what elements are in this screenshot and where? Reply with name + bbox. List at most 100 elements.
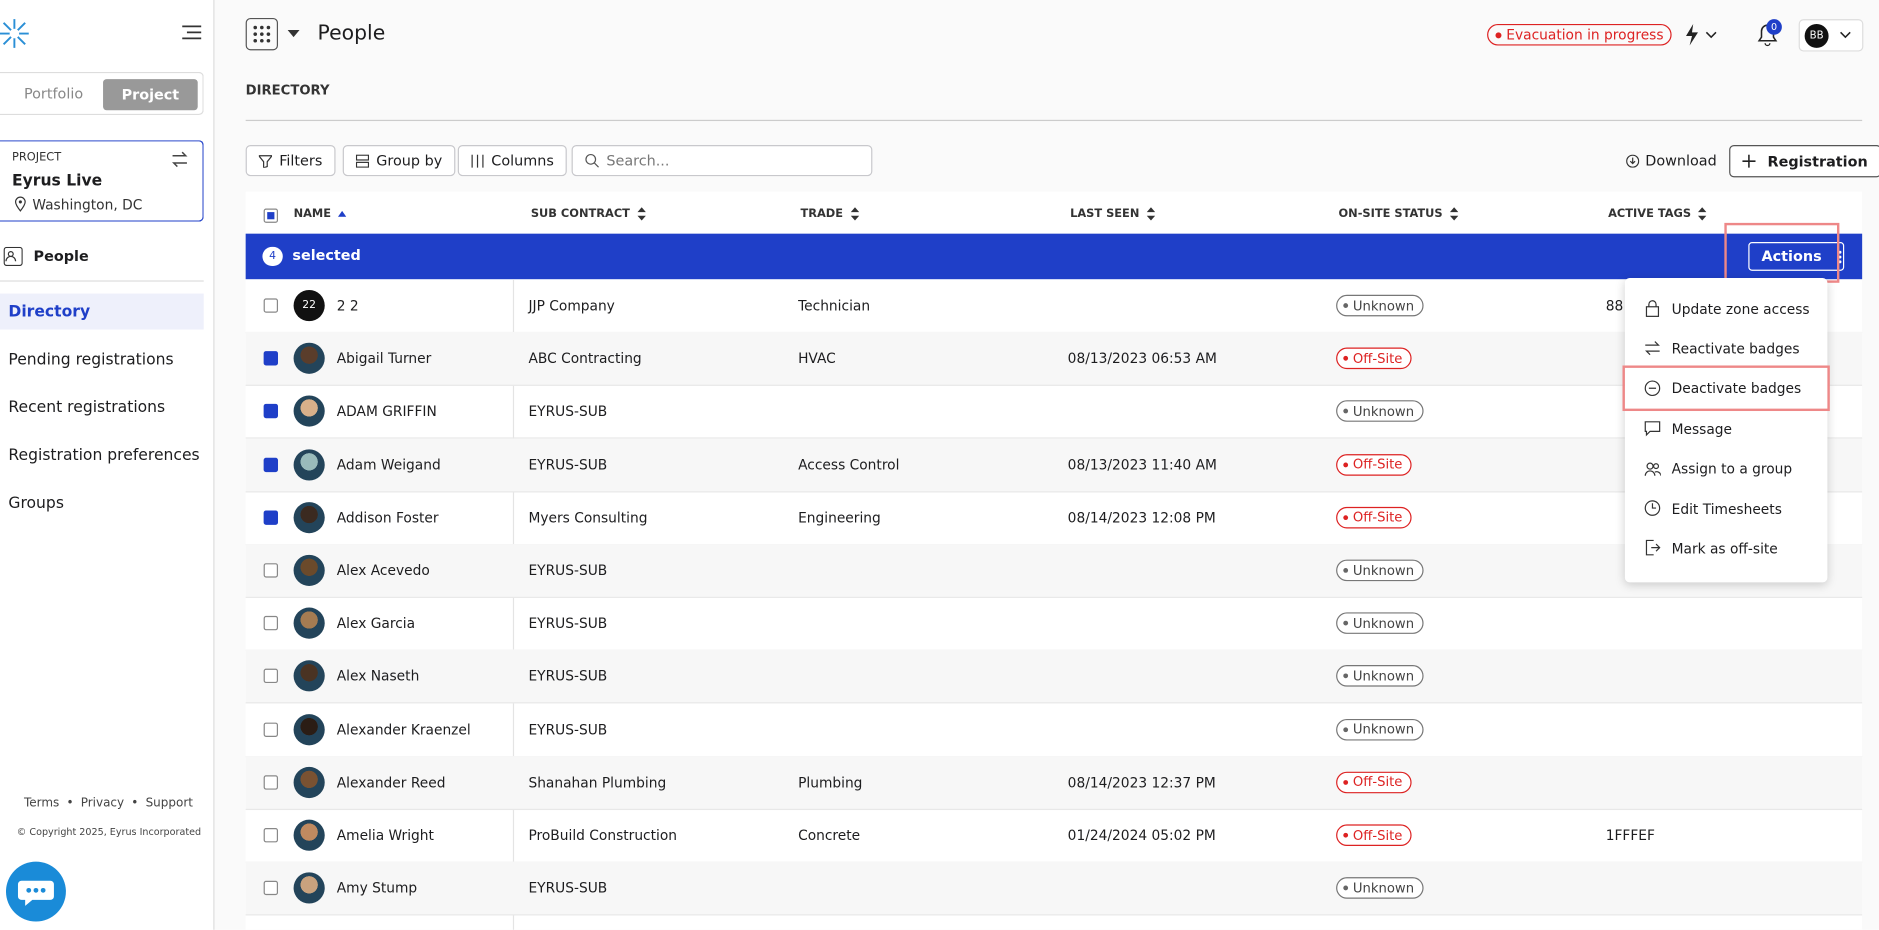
table: NAME SUB CONTRACT TRADE LAST SEEN ON-SITE ST… (245, 191, 1863, 930)
checkbox[interactable] (263, 298, 279, 313)
column-header[interactable]: LAST SEEN (1070, 207, 1155, 221)
person-name[interactable]: ADAM GRIFFIN (336, 403, 437, 420)
toggle-option[interactable]: Project (103, 79, 198, 111)
person-name[interactable]: Alex Acevedo (336, 562, 430, 579)
nav-item[interactable]: Registration preferences (8, 446, 200, 465)
row[interactable] (245, 649, 1863, 704)
highlight-box (1724, 222, 1840, 283)
nav-item[interactable]: Groups (8, 494, 64, 513)
quick-actions[interactable] (1682, 23, 1725, 47)
highlight-box (1622, 365, 1830, 411)
checkbox[interactable] (263, 880, 279, 896)
chat-button[interactable] (5, 861, 66, 922)
button-label: Columns (491, 152, 554, 169)
column-label: LAST SEEN (1070, 207, 1140, 221)
row[interactable] (245, 491, 1863, 545)
menu-item[interactable]: Reactivate badges (1625, 329, 1826, 369)
checkbox[interactable] (263, 457, 279, 472)
menu-item[interactable]: Mark as off-site (1625, 529, 1826, 569)
actions-button[interactable]: Actions (1748, 242, 1845, 271)
row[interactable] (245, 755, 1863, 810)
status-pill: Unknown (1336, 294, 1424, 317)
search-input[interactable]: Search... (571, 144, 873, 177)
person-name[interactable]: Alex Garcia (336, 614, 416, 632)
download-button[interactable]: Download (1626, 152, 1717, 169)
footer-link[interactable]: Terms (23, 796, 60, 811)
column-header[interactable]: TRADE (800, 207, 859, 221)
status-text: Off-Site (1352, 456, 1403, 473)
person-name[interactable]: Alexander Kraenzel (336, 720, 471, 738)
column-header[interactable]: NAME (294, 207, 347, 220)
group-by-button[interactable]: Group by (342, 144, 456, 177)
checkbox[interactable] (263, 669, 279, 684)
row[interactable] (245, 703, 1863, 757)
checkbox[interactable] (263, 828, 279, 843)
footer-link[interactable]: Support (145, 796, 193, 811)
menu-label: Deactivate badges (1671, 380, 1802, 397)
divider (245, 119, 1863, 122)
row[interactable] (245, 385, 1863, 440)
person-name[interactable]: Adam Weigand (336, 456, 441, 473)
column-header[interactable]: ON-SITE STATUS (1339, 207, 1459, 221)
page-title: People (317, 21, 386, 46)
menu-item[interactable]: Assign to a group (1625, 449, 1826, 489)
section-title: People (33, 248, 89, 265)
checkbox[interactable] (263, 404, 279, 419)
alert-badge[interactable]: Evacuation in progress (1487, 23, 1672, 46)
apps-button[interactable] (245, 17, 279, 51)
checkbox[interactable] (263, 775, 279, 790)
column-header[interactable]: SUB CONTRACT (531, 207, 646, 221)
person-name[interactable]: Addison Foster (336, 509, 439, 526)
row[interactable] (245, 597, 1863, 651)
columns-button[interactable]: Columns (457, 144, 568, 177)
checkbox[interactable] (263, 722, 279, 737)
row[interactable] (245, 438, 1863, 493)
row[interactable] (245, 861, 1863, 916)
switch-icon[interactable] (171, 151, 188, 168)
filters-button[interactable]: Filters (245, 144, 336, 177)
footer-link[interactable]: Privacy (80, 796, 125, 811)
selected-count: 4 (262, 246, 283, 267)
person-name[interactable]: Alex Naseth (336, 667, 420, 685)
menu-item[interactable]: Edit Timesheets (1625, 489, 1826, 529)
cell-tags: 1FFFEF (1605, 826, 1655, 844)
cell-sub: Shanahan Plumbing (528, 773, 667, 791)
project-card[interactable]: PROJECT Eyrus Live Washington, DC (0, 140, 204, 222)
status-text: Off-Site (1352, 350, 1403, 367)
row[interactable] (245, 332, 1863, 387)
caret[interactable] (287, 29, 300, 38)
status-text: Unknown (1352, 615, 1415, 632)
selected-label: selected (292, 246, 361, 264)
nav-item[interactable]: Pending registrations (8, 350, 174, 369)
avatar (293, 342, 325, 375)
cell-sub: EYRUS-SUB (528, 667, 608, 685)
checkbox[interactable] (263, 510, 279, 525)
person-name[interactable]: Abigail Turner (336, 350, 432, 367)
toggle-option[interactable]: Portfolio (23, 85, 84, 102)
checkbox[interactable] (263, 616, 279, 631)
person-name[interactable]: Alexander Reed (336, 773, 446, 791)
registration-button[interactable]: Registration (1729, 144, 1879, 178)
checkbox[interactable] (263, 563, 279, 578)
checkbox[interactable] (263, 208, 279, 223)
status-text: Unknown (1352, 403, 1415, 420)
menu-toggle[interactable] (182, 24, 202, 41)
status-pill: Unknown (1336, 665, 1424, 688)
person-name[interactable]: 2 2 (336, 297, 359, 314)
column-header[interactable]: ACTIVE TAGS (1608, 207, 1707, 221)
checkbox[interactable] (263, 351, 279, 366)
person-name[interactable]: Amy Stump (336, 879, 418, 897)
user-menu[interactable]: BB (1798, 19, 1864, 52)
menu-item[interactable]: Message (1625, 409, 1826, 449)
nav-item[interactable]: Directory (0, 293, 204, 330)
avatar (293, 819, 325, 851)
person-name[interactable]: Amelia Wright (336, 826, 434, 844)
avatar: 22 (293, 289, 325, 322)
menu-item[interactable]: Deactivate badges (1625, 369, 1826, 409)
cell-last-seen: 01/24/2024 05:02 PM (1067, 826, 1216, 844)
nav-item[interactable]: Recent registrations (8, 398, 166, 417)
cell-tags: 88 (1605, 297, 1624, 314)
menu-item[interactable]: Update zone access (1625, 289, 1826, 329)
row[interactable] (245, 544, 1863, 598)
